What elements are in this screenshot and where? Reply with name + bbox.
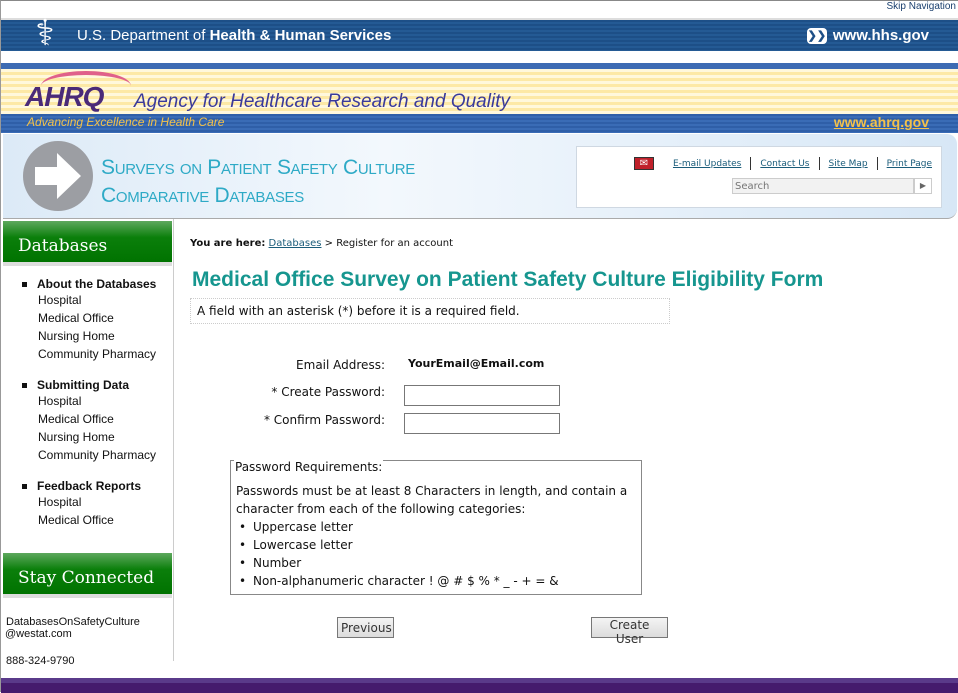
email-label: Email Address:	[296, 358, 385, 372]
create-password-label: * Create Password:	[271, 385, 385, 399]
databases-heading: Databases	[3, 221, 172, 266]
ahrq-tagline: Advancing Excellence in Health Care	[27, 115, 225, 129]
skip-navigation-link[interactable]: Skip Navigation	[886, 1, 956, 12]
requirement-item: Lowercase letter	[236, 536, 636, 554]
ahrq-url-link[interactable]: www.ahrq.gov	[833, 114, 929, 130]
contact-phone: 888-324-9790	[6, 655, 75, 667]
sidebar-item-medical-office[interactable]: Medical Office	[38, 311, 114, 325]
footer-bar	[1, 678, 958, 693]
sidebar-item-hospital[interactable]: Hospital	[38, 394, 82, 408]
utility-links: ✉ E-mail Updates Contact Us Site Map Pri…	[633, 157, 932, 170]
requirements-list: Uppercase letter Lowercase letter Number…	[236, 518, 636, 590]
sidebar-item-community-pharmacy[interactable]: Community Pharmacy	[38, 448, 157, 462]
ahrq-divider	[1, 63, 958, 69]
ahrq-name: Agency for Healthcare Research and Quali…	[134, 91, 510, 112]
ahrq-header: AHRQ Agency for Healthcare Research and …	[1, 69, 958, 115]
previous-button[interactable]: Previous	[337, 617, 394, 638]
site-title[interactable]: Surveys on Patient Safety Culture Compar…	[101, 154, 415, 210]
ahrq-logo[interactable]: AHRQ	[25, 81, 104, 112]
sidebar-item-medical-office[interactable]: Medical Office	[38, 513, 114, 527]
site-title-line1: Surveys on Patient Safety Culture	[101, 156, 415, 179]
hhs-title-bold: Health & Human Services	[209, 27, 392, 44]
hhs-url: www.hhs.gov	[832, 27, 929, 44]
site-map-link[interactable]: Site Map	[828, 158, 868, 169]
arrow-circle-icon	[23, 141, 93, 211]
search-submit-button[interactable]: ▶	[914, 178, 932, 194]
search-input[interactable]	[732, 178, 914, 194]
print-page-link[interactable]: Print Page	[886, 158, 932, 169]
password-requirements-box	[230, 460, 642, 595]
confirm-password-label: * Confirm Password:	[263, 413, 385, 427]
breadcrumb-label: You are here:	[190, 238, 266, 249]
site-banner: Surveys on Patient Safety Culture Compar…	[3, 134, 957, 219]
sidebar-group-about: About the Databases Hospital Medical Off…	[21, 277, 156, 363]
utility-box: ✉ E-mail Updates Contact Us Site Map Pri…	[576, 146, 942, 208]
required-field-note: A field with an asterisk (*) before it i…	[190, 298, 670, 324]
divider	[818, 157, 820, 170]
create-user-button[interactable]: Create User	[591, 617, 668, 646]
ahrq-tagline-bar: Advancing Excellence in Health Care www.…	[1, 114, 958, 133]
divider	[876, 157, 878, 170]
confirm-password-input[interactable]	[404, 413, 560, 434]
hhs-title[interactable]: U.S. Department of Health & Human Servic…	[77, 27, 391, 44]
sidebar-item-about-databases[interactable]: About the Databases	[21, 277, 156, 291]
site-title-line2: Comparative Databases	[101, 184, 304, 207]
sidebar-item-hospital[interactable]: Hospital	[38, 293, 82, 307]
hhs-title-prefix: U.S. Department of	[77, 27, 210, 44]
sidebar-item-nursing-home[interactable]: Nursing Home	[38, 329, 115, 343]
sidebar-group-submitting: Submitting Data Hospital Medical Office …	[21, 378, 156, 464]
envelope-icon[interactable]: ✉	[633, 157, 654, 170]
stay-connected-heading: Stay Connected	[3, 553, 172, 598]
contact-us-link[interactable]: Contact Us	[760, 158, 810, 169]
password-requirements-legend: Password Requirements:	[234, 460, 384, 474]
contact-email-link[interactable]: DatabasesOnSafetyCulture @westat.com	[5, 616, 140, 640]
requirement-item: Non-alphanumeric character ! @ # $ % * _…	[236, 572, 636, 590]
breadcrumb-databases-link[interactable]: Databases	[268, 238, 322, 249]
breadcrumb: You are here: Databases > Register for a…	[190, 238, 453, 249]
sidebar-item-medical-office[interactable]: Medical Office	[38, 412, 114, 426]
sidebar-item-community-pharmacy[interactable]: Community Pharmacy	[38, 347, 157, 361]
sidebar-item-nursing-home[interactable]: Nursing Home	[38, 430, 115, 444]
hhs-link[interactable]: ❯❯ www.hhs.gov	[806, 27, 929, 44]
requirement-item: Uppercase letter	[236, 518, 636, 536]
email-updates-link[interactable]: E-mail Updates	[672, 158, 742, 169]
divider	[750, 157, 752, 170]
hhs-eagle-logo-icon: ⚕	[35, 13, 55, 54]
hhs-header: ⚕ U.S. Department of Health & Human Serv…	[1, 13, 958, 54]
sidebar-group-feedback: Feedback Reports Hospital Medical Office	[21, 479, 141, 529]
contact-email-line1: DatabasesOnSafetyCulture	[6, 616, 140, 628]
sidebar-item-hospital[interactable]: Hospital	[38, 495, 82, 509]
contact-email-line2: @westat.com	[5, 628, 72, 640]
breadcrumb-current: > Register for an account	[324, 238, 453, 249]
email-value: YourEmail@Email.com	[408, 357, 545, 370]
sidebar-item-submitting-data[interactable]: Submitting Data	[21, 378, 156, 392]
create-password-input[interactable]	[404, 385, 560, 406]
sidebar-item-feedback-reports[interactable]: Feedback Reports	[21, 479, 141, 493]
requirement-item: Number	[236, 554, 636, 572]
page-title: Medical Office Survey on Patient Safety …	[192, 268, 824, 291]
requirements-description: Passwords must be at least 8 Characters …	[236, 484, 628, 516]
ahrq-arc-icon	[41, 71, 131, 101]
double-chevron-icon: ❯❯	[806, 28, 827, 44]
password-requirements-text: Passwords must be at least 8 Characters …	[236, 482, 636, 590]
sidebar: Databases About the Databases Hospital M…	[1, 219, 174, 667]
